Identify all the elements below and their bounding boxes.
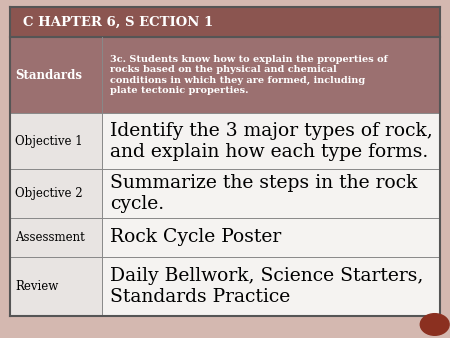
Text: Standards: Standards: [15, 69, 82, 82]
Text: Daily Bellwork, Science Starters,
Standards Practice: Daily Bellwork, Science Starters, Standa…: [111, 267, 424, 306]
Bar: [10, 316, 440, 338]
Text: Identify the 3 major types of rock,
and explain how each type forms.: Identify the 3 major types of rock, and …: [111, 122, 433, 161]
Bar: [10, 257, 103, 316]
Bar: [10, 113, 103, 169]
Bar: [440, 0, 450, 338]
Bar: [0, 316, 450, 338]
Text: C HAPTER 6, S ECTION 1: C HAPTER 6, S ECTION 1: [23, 16, 214, 28]
Bar: [103, 257, 440, 316]
Text: Objective 1: Objective 1: [15, 135, 83, 148]
Bar: [103, 218, 440, 257]
Text: Assessment: Assessment: [15, 231, 85, 244]
Bar: [10, 218, 103, 257]
Text: Rock Cycle Poster: Rock Cycle Poster: [111, 228, 282, 246]
Circle shape: [420, 314, 449, 335]
Bar: [10, 37, 103, 113]
Text: Review: Review: [15, 280, 58, 293]
Bar: [10, 169, 103, 218]
Bar: [103, 37, 440, 113]
Bar: [10, 7, 440, 37]
Text: 3c. Students know how to explain the properties of
rocks based on the physical a: 3c. Students know how to explain the pro…: [111, 55, 388, 95]
Text: Summarize the steps in the rock
cycle.: Summarize the steps in the rock cycle.: [111, 174, 418, 213]
Bar: [103, 113, 440, 169]
Bar: [0, 0, 10, 338]
Text: Objective 2: Objective 2: [15, 187, 83, 200]
Bar: [103, 169, 440, 218]
